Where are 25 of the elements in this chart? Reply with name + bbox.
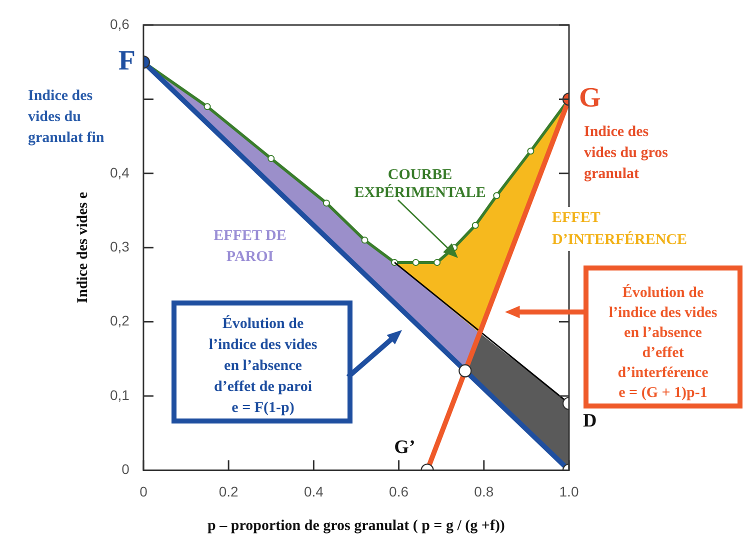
y-tick-label: 0,4 (110, 164, 130, 180)
series-label: EFFET D’INTERFÉRENCE (552, 210, 688, 248)
text: Indice des vides du gros granulat (584, 124, 668, 182)
x-tick-label: 0 (140, 483, 148, 500)
y-tick-label: 0,6 (110, 16, 130, 32)
x-tick-label: 0.4 (304, 483, 324, 500)
annotation: G’ (394, 437, 416, 458)
series-label: EFFET DE PAROI (214, 228, 286, 265)
y-tick-label: 0,1 (110, 386, 130, 403)
annotation: F (118, 45, 136, 76)
y-tick-label: 0 (122, 461, 130, 478)
x-tick-label: 0.8 (474, 483, 494, 500)
text: Indice des vides du granulat fin (28, 88, 105, 146)
annotation: D (583, 410, 597, 432)
text: Évolution de l’indice des vides en l’absence d’effet d’interférence e = (G + 1)p-1 (608, 284, 718, 401)
x-tick-label: 0.2 (218, 483, 239, 500)
annotation: G (579, 82, 601, 114)
x-tick-label: 1.0 (559, 483, 579, 500)
x-tick-label: 0.6 (389, 483, 409, 500)
series-label: COURBE EXPÉRIMENTALE (354, 166, 486, 201)
x-axis-title: p – proportion de gros granulat ( p = g / (g +f)) (208, 518, 505, 534)
y-tick-label: 0,3 (110, 238, 130, 254)
y-tick-label: 0,2 (110, 312, 130, 329)
y-axis-title: Indice des vides e (74, 192, 91, 304)
text: Évolution de l’indice des vides en l’absence d’effet de paroi e = F(1-p) (208, 314, 318, 416)
